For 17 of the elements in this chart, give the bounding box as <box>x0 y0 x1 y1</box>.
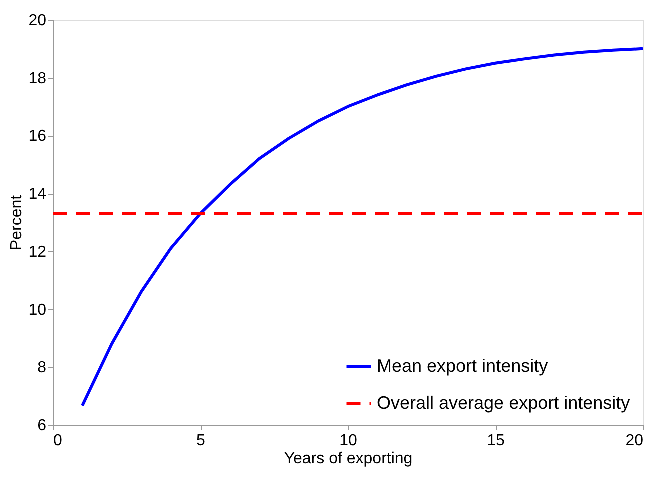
y-tick-label: 20 <box>28 12 47 30</box>
y-tick-label: 10 <box>28 302 47 319</box>
y-tick-label: 6 <box>38 418 47 434</box>
y-tick-label: 18 <box>28 70 47 88</box>
x-tick-label: 10 <box>340 432 358 450</box>
legend-label: Mean export intensity <box>377 356 548 376</box>
x-tick-label: 15 <box>487 432 505 450</box>
x-tick-label: 5 <box>196 432 206 450</box>
y-tick-label: 12 <box>28 244 47 261</box>
y-axis-title: Percent <box>8 194 26 251</box>
x-tick-label: 0 <box>54 432 62 450</box>
legend-label: Overall average export intensity <box>377 393 630 413</box>
x-tick-label: 20 <box>626 432 644 450</box>
y-tick-label: 14 <box>28 186 47 204</box>
y-tick-label: 16 <box>28 128 47 146</box>
y-tick-label: 8 <box>38 360 47 377</box>
x-axis-title: Years of exporting <box>284 450 413 468</box>
